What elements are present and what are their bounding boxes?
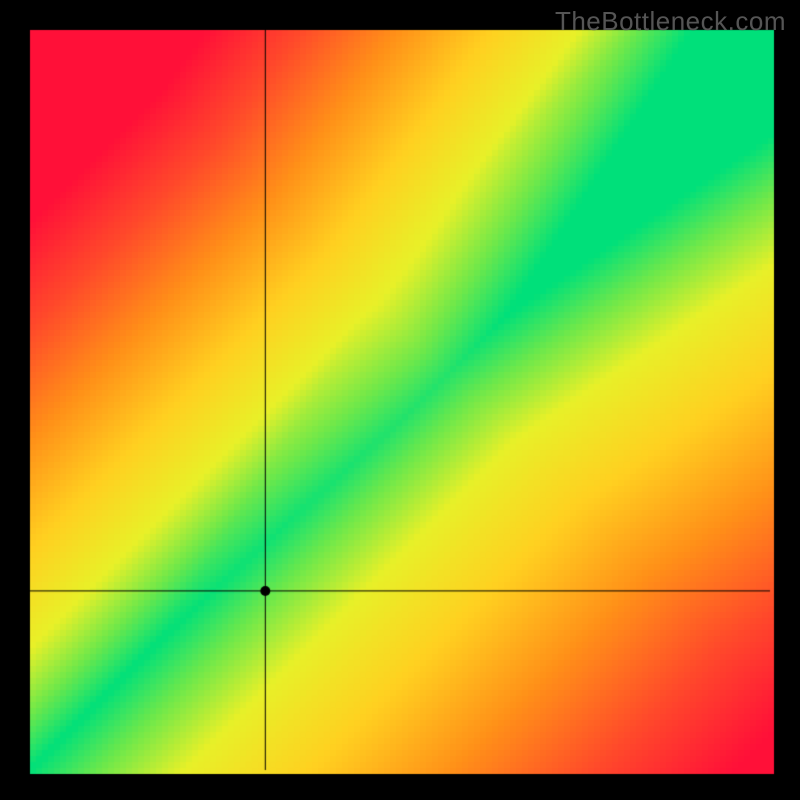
watermark-text: TheBottleneck.com [555,6,786,37]
bottleneck-heatmap [0,0,800,800]
chart-container: TheBottleneck.com [0,0,800,800]
